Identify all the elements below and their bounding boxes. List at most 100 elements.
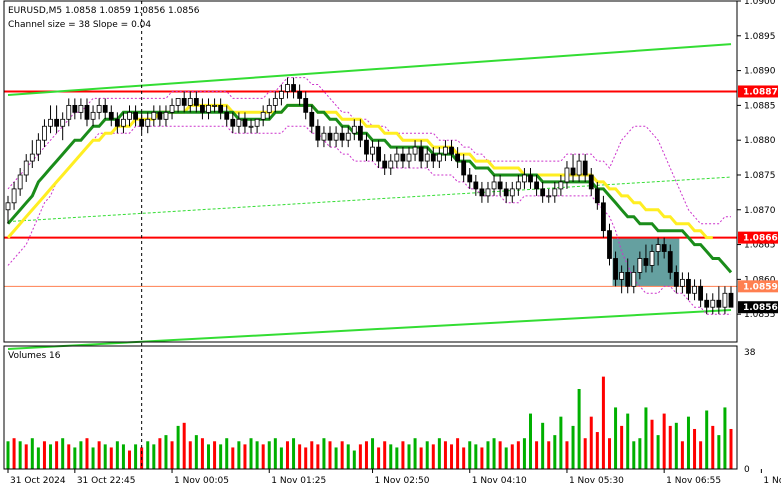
price-tick-label-0: 1.0900	[744, 0, 776, 7]
candle-body-41	[254, 118, 260, 127]
candle-77	[473, 174, 479, 196]
candle-body-113	[692, 285, 697, 294]
candle-44	[272, 91, 278, 113]
time-tick-label-5: 1 Nov 04:10	[472, 476, 527, 486]
candle-body-9	[60, 118, 66, 127]
time-tick-label-3: 1 Nov 01:25	[271, 476, 326, 486]
price-tick-label-4: 1.0880	[744, 136, 776, 146]
candle-65	[400, 147, 406, 169]
candle-body-26	[163, 111, 169, 120]
candle-67	[412, 140, 418, 162]
candle-101	[619, 265, 625, 294]
candle-114	[698, 279, 704, 308]
candle-55	[339, 126, 345, 148]
candle-body-24	[151, 111, 157, 120]
price-tick-label-2: 1.0890	[744, 67, 776, 77]
candle-body-82	[503, 188, 509, 197]
candle-body-92	[564, 167, 570, 183]
candle-32	[200, 98, 205, 120]
price-tick-label-6: 1.0870	[744, 206, 776, 216]
candle-body-59	[364, 139, 369, 155]
candle-63	[388, 154, 394, 175]
candle-75	[461, 154, 467, 182]
candle-body-51	[315, 125, 321, 141]
candle-85	[522, 168, 527, 189]
candle-36	[224, 105, 230, 127]
candle-40	[248, 119, 254, 134]
candle-body-85	[522, 174, 527, 183]
price-tick-label-7: 1.0865	[744, 241, 776, 251]
candle-body-70	[430, 153, 436, 162]
price-label-box-0	[738, 85, 778, 98]
price-label-2: 1.0859	[743, 282, 778, 292]
candle-103	[631, 265, 637, 294]
candle-80	[491, 174, 497, 196]
candle-body-3	[23, 160, 29, 176]
candle-body-57	[351, 125, 357, 134]
price-label-box-1	[738, 231, 778, 244]
candle-30	[187, 91, 193, 113]
price-tick-label-5: 1.0875	[744, 171, 776, 181]
candle-107	[655, 237, 661, 266]
candle-body-64	[394, 153, 400, 162]
candle-48	[297, 84, 303, 106]
candle-body-90	[552, 188, 558, 197]
candle-60	[370, 140, 375, 162]
candle-79	[485, 181, 491, 203]
candle-body-34	[212, 104, 217, 107]
candle-116	[710, 293, 716, 315]
candle-body-55	[339, 132, 345, 141]
candle-94	[576, 154, 582, 182]
candle-body-83	[509, 188, 515, 197]
candle-46	[285, 77, 290, 99]
candle-body-4	[29, 153, 35, 162]
main-frame	[3, 0, 738, 343]
candle-10	[66, 98, 72, 127]
candle-81	[497, 174, 503, 196]
candle-34	[212, 98, 217, 113]
candle-body-2	[17, 174, 23, 190]
candle-17	[108, 105, 114, 127]
candle-body-75	[461, 160, 467, 176]
candle-14	[90, 105, 96, 127]
candle-53	[327, 126, 333, 148]
candle-body-56	[345, 132, 351, 141]
candle-body-84	[515, 181, 521, 190]
candle-body-105	[643, 258, 649, 266]
candle-54	[333, 126, 339, 148]
candle-body-38	[236, 118, 242, 127]
candle-body-94	[576, 160, 582, 176]
candle-body-81	[497, 181, 503, 190]
candle-5	[35, 133, 41, 162]
candle-body-46	[285, 84, 290, 92]
candle-33	[206, 98, 211, 120]
price-tick-label-3: 1.0885	[744, 101, 776, 111]
price-tick-label-1: 1.0895	[744, 32, 776, 42]
candle-97	[594, 181, 600, 210]
candle-body-52	[321, 132, 327, 141]
price-label-box-3	[738, 301, 778, 314]
candle-98	[601, 195, 606, 238]
candle-body-12	[78, 104, 84, 113]
candle-body-88	[540, 188, 546, 197]
candle-9	[60, 112, 66, 141]
candle-66	[406, 147, 412, 169]
candle-body-116	[710, 299, 716, 308]
candle-body-18	[114, 118, 120, 127]
candle-body-78	[479, 188, 485, 197]
candle-body-79	[485, 188, 491, 197]
candle-84	[515, 174, 521, 196]
candle-body-39	[242, 118, 248, 127]
channel-info: Channel size = 38 Slope = 0.04	[8, 20, 151, 30]
candle-110	[673, 265, 679, 294]
candle-119	[728, 286, 734, 308]
candle-body-58	[357, 125, 363, 141]
candle-20	[127, 105, 132, 127]
candle-body-97	[594, 188, 600, 204]
candle-106	[649, 244, 655, 273]
candle-body-74	[455, 153, 460, 162]
envelope-upper-line	[7, 77, 731, 225]
candle-body-43	[266, 104, 272, 113]
candle-body-93	[570, 167, 576, 176]
